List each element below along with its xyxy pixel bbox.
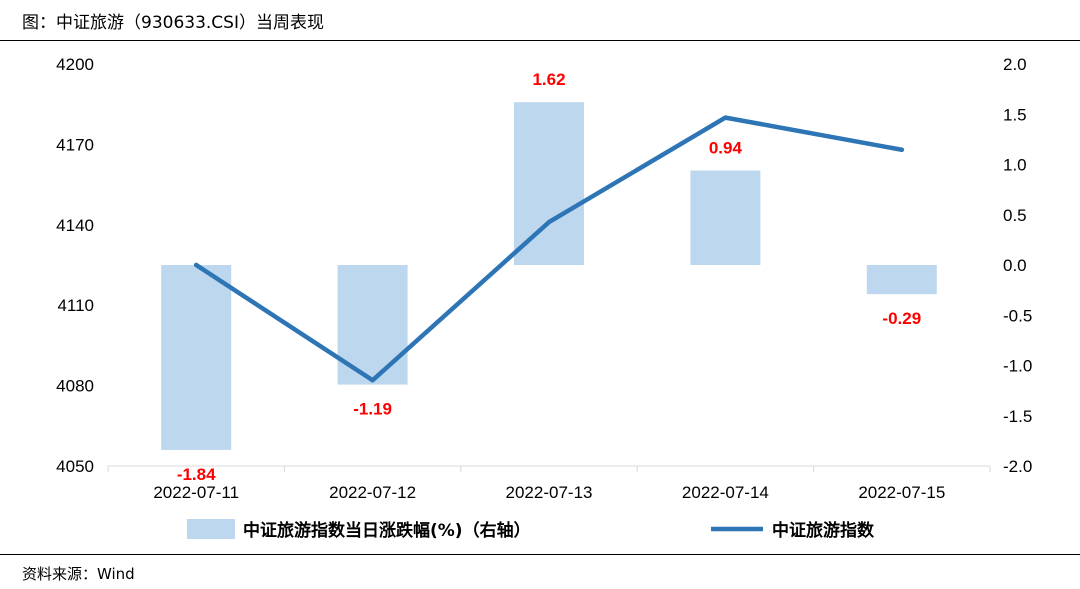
line-point bbox=[546, 219, 552, 225]
line-point bbox=[370, 378, 375, 383]
y-left-tick-label: 4170 bbox=[56, 135, 94, 154]
line-point bbox=[723, 115, 728, 120]
y-right-tick-label: -0.5 bbox=[1003, 306, 1032, 325]
y-right-tick-label: 1.5 bbox=[1003, 105, 1027, 124]
y-right-tick-label: 1.0 bbox=[1003, 156, 1027, 175]
x-tick-label: 2022-07-14 bbox=[682, 483, 769, 502]
source-note: 资料来源：Wind bbox=[22, 565, 135, 583]
y-left-tick-label: 4200 bbox=[56, 55, 94, 74]
x-tick-label: 2022-07-13 bbox=[506, 483, 593, 502]
y-right-tick-label: 0.5 bbox=[1003, 206, 1027, 225]
line-point bbox=[899, 147, 904, 152]
y-right-tick-label: -1.0 bbox=[1003, 357, 1032, 376]
data-label: -0.29 bbox=[882, 309, 921, 328]
x-tick-label: 2022-07-12 bbox=[329, 483, 416, 502]
title-rule bbox=[0, 40, 1080, 41]
bar bbox=[514, 102, 584, 265]
data-label: 1.62 bbox=[532, 70, 565, 89]
y-left-tick-label: 4050 bbox=[56, 457, 94, 476]
y-right-tick-label: -2.0 bbox=[1003, 457, 1032, 476]
y-right-tick-label: 2.0 bbox=[1003, 55, 1027, 74]
combo-chart: 2022-07-11 2022-07-12 2022-07-13 2022-07-14… bbox=[56, 55, 1032, 541]
x-tick-label: 2022-07-15 bbox=[858, 483, 945, 502]
y-left-tick-label: 4080 bbox=[56, 377, 94, 396]
data-label: -1.84 bbox=[177, 465, 216, 484]
line-point bbox=[194, 262, 199, 268]
source-rule bbox=[0, 554, 1080, 555]
y-right-tick-label: 0.0 bbox=[1003, 256, 1027, 275]
legend-line-label: 中证旅游指数 bbox=[772, 520, 875, 541]
y-left-tick-label: 4110 bbox=[57, 296, 94, 315]
legend-bar-swatch bbox=[187, 519, 235, 539]
bar bbox=[866, 265, 937, 295]
x-tick-label: 2022-07-11 bbox=[153, 483, 239, 502]
data-label: 0.94 bbox=[709, 139, 743, 158]
bar bbox=[690, 170, 761, 265]
y-right-tick-label: -1.5 bbox=[1003, 407, 1032, 426]
y-left-tick-label: 4140 bbox=[56, 216, 94, 235]
figure-title: 图：中证旅游（930633.CSI）当周表现 bbox=[22, 13, 324, 33]
legend-bar-label: 中证旅游指数当日涨跌幅(%)（右轴） bbox=[243, 520, 531, 541]
data-label: -1.19 bbox=[353, 400, 392, 419]
bar bbox=[161, 265, 232, 450]
